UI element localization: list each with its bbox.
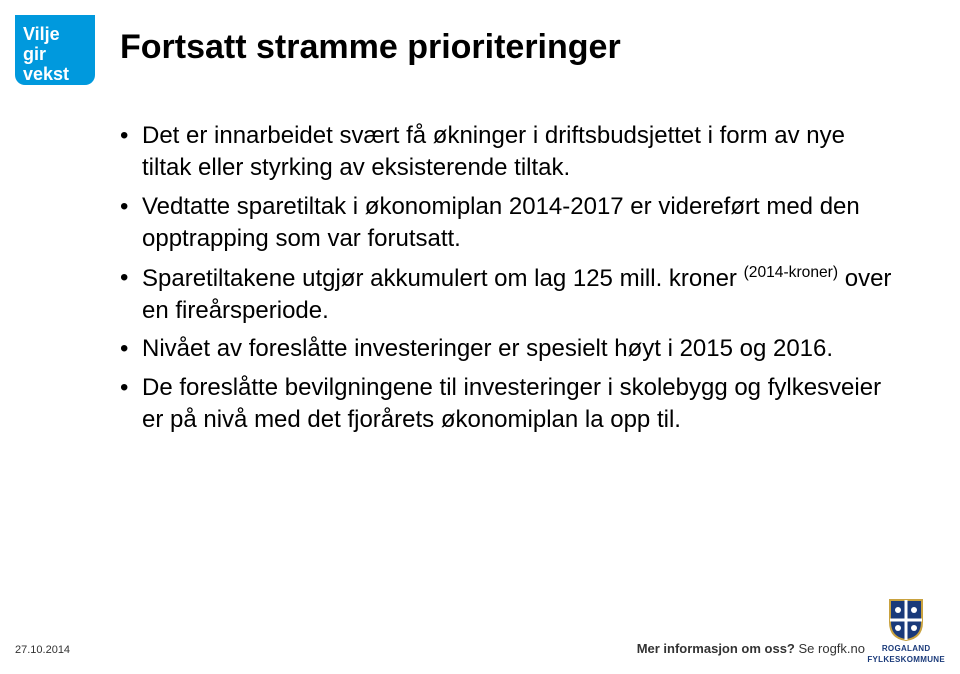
- list-item: De foreslåtte bevilgningene til invester…: [120, 372, 900, 437]
- org-name-line2: FYLKESKOMMUNE: [867, 655, 945, 664]
- bullet-text: Vedtatte sparetiltak i økonomiplan 2014-…: [142, 193, 860, 252]
- brand-logo: Vilje gir vekst: [15, 15, 95, 85]
- bullet-list: Det er innarbeidet svært få økninger i d…: [120, 120, 900, 443]
- brand-logo-line2: gir vekst: [23, 45, 87, 85]
- footer-info-bold: Mer informasjon om oss?: [637, 641, 799, 656]
- footer-info: Mer informasjon om oss? Se rogfk.no: [637, 641, 865, 656]
- bullet-text: Det er innarbeidet svært få økninger i d…: [142, 122, 845, 181]
- brand-logo-line1: Vilje: [23, 25, 87, 45]
- slide: Vilje gir vekst Fortsatt stramme priorit…: [0, 0, 960, 674]
- footer-info-rest: Se rogfk.no: [799, 641, 866, 656]
- list-item: Det er innarbeidet svært få økninger i d…: [120, 120, 900, 185]
- org-name-line1: ROGALAND: [867, 644, 945, 653]
- bullet-text: Nivået av foreslåtte investeringer er sp…: [142, 335, 833, 362]
- bullet-text: De foreslåtte bevilgningene til invester…: [142, 374, 881, 433]
- list-item: Sparetiltakene utgjør akkumulert om lag …: [120, 262, 900, 328]
- list-item: Nivået av foreslåtte investeringer er sp…: [120, 333, 900, 365]
- bullet-superscript: (2014-kroner): [744, 264, 838, 281]
- footer-date: 27.10.2014: [15, 644, 70, 656]
- org-logo: ROGALAND FYLKESKOMMUNE: [867, 598, 945, 664]
- bullet-text: Sparetiltakene utgjør akkumulert om lag …: [142, 265, 744, 292]
- shield-icon: [886, 598, 926, 642]
- page-title: Fortsatt stramme prioriteringer: [120, 28, 621, 67]
- list-item: Vedtatte sparetiltak i økonomiplan 2014-…: [120, 191, 900, 256]
